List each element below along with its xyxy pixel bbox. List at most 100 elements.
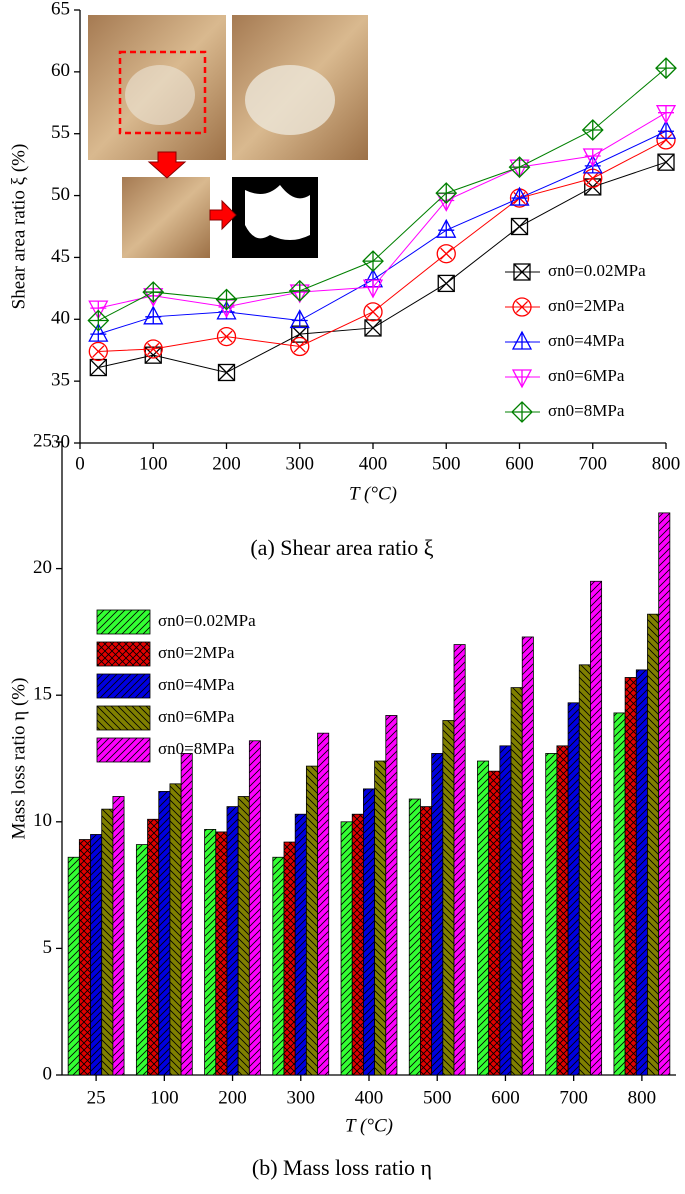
bar bbox=[363, 788, 375, 1076]
marker-part bbox=[657, 153, 675, 171]
marker bbox=[513, 263, 531, 281]
marker-part bbox=[366, 305, 380, 318]
bar bbox=[635, 669, 648, 1076]
marker-part bbox=[217, 363, 236, 382]
y-tick-label: 25 bbox=[33, 430, 52, 451]
marker-part bbox=[513, 263, 531, 281]
marker bbox=[88, 341, 108, 362]
marker-part bbox=[436, 244, 456, 264]
bar bbox=[488, 770, 501, 1076]
marker-part bbox=[89, 359, 107, 376]
marker bbox=[364, 319, 382, 337]
x-axis-label: T (°C) bbox=[349, 483, 397, 504]
marker-part bbox=[291, 310, 308, 328]
marker bbox=[435, 182, 458, 205]
x-tick-label: 800 bbox=[652, 453, 681, 474]
y-axis-label: Shear area ratio ξ (%) bbox=[8, 144, 29, 310]
bar bbox=[180, 753, 193, 1076]
bar bbox=[248, 740, 261, 1076]
marker-part bbox=[514, 332, 530, 349]
marker bbox=[144, 346, 162, 364]
bar bbox=[647, 613, 660, 1076]
marker-part bbox=[216, 289, 237, 310]
x-tick-label: 100 bbox=[150, 1087, 179, 1108]
marker bbox=[582, 148, 603, 168]
bar bbox=[67, 856, 80, 1076]
marker-part bbox=[88, 341, 108, 362]
marker-part bbox=[289, 280, 310, 301]
bar bbox=[237, 796, 250, 1076]
marker-part bbox=[144, 346, 162, 364]
marker-part bbox=[656, 58, 676, 79]
bar bbox=[112, 796, 125, 1076]
marker bbox=[511, 330, 533, 350]
bar bbox=[351, 813, 364, 1076]
marker bbox=[362, 250, 384, 273]
marker-part bbox=[513, 263, 531, 281]
x-tick-label: 600 bbox=[505, 453, 534, 474]
arrow-down bbox=[147, 151, 187, 179]
marker-part bbox=[290, 336, 310, 357]
marker-part bbox=[440, 247, 453, 260]
marker bbox=[436, 244, 456, 264]
y-tick-label: 65 bbox=[51, 0, 70, 19]
marker-part bbox=[512, 297, 532, 317]
marker-part bbox=[289, 309, 310, 329]
marker-part bbox=[436, 183, 457, 204]
bar bbox=[340, 821, 353, 1076]
y-tick-label: 45 bbox=[51, 246, 70, 267]
marker bbox=[143, 339, 163, 359]
shear-zone bbox=[245, 65, 335, 135]
x-tick-label: 400 bbox=[359, 453, 388, 474]
bar bbox=[283, 841, 296, 1076]
marker bbox=[362, 279, 384, 299]
marker bbox=[217, 363, 236, 382]
bar bbox=[147, 818, 160, 1076]
legend-swatch bbox=[96, 609, 151, 635]
crop-box bbox=[118, 50, 207, 135]
bar bbox=[385, 715, 398, 1076]
bar bbox=[374, 760, 387, 1076]
marker bbox=[289, 309, 310, 329]
marker bbox=[89, 358, 107, 377]
bar bbox=[215, 831, 228, 1076]
bar bbox=[431, 753, 444, 1076]
bar bbox=[499, 745, 512, 1076]
marker bbox=[437, 274, 455, 293]
marker bbox=[215, 288, 238, 311]
legend-label: σn0=8MPa bbox=[158, 739, 235, 758]
marker-part bbox=[363, 251, 383, 272]
bar bbox=[442, 720, 455, 1076]
x-tick-label: 500 bbox=[423, 1087, 452, 1108]
bar bbox=[567, 702, 580, 1076]
x-tick-label: 25 bbox=[87, 1087, 106, 1108]
marker-part bbox=[216, 300, 237, 320]
marker-part bbox=[510, 217, 529, 236]
legend-label: σn0=0.02MPa bbox=[158, 611, 256, 630]
marker bbox=[290, 336, 310, 357]
legend-swatch bbox=[96, 705, 151, 731]
marker bbox=[657, 153, 675, 171]
marker-part bbox=[515, 300, 529, 314]
legend-swatch bbox=[96, 641, 151, 667]
y-tick-label: 60 bbox=[51, 60, 70, 81]
marker bbox=[363, 302, 383, 322]
marker-part bbox=[364, 319, 382, 337]
x-tick-label: 600 bbox=[491, 1087, 520, 1108]
marker-part bbox=[143, 339, 163, 359]
marker-part bbox=[363, 302, 383, 322]
legend-label: σn0=4MPa bbox=[158, 675, 235, 694]
marker bbox=[288, 279, 311, 302]
marker bbox=[510, 217, 529, 236]
legend-swatch bbox=[96, 673, 151, 699]
marker-part bbox=[92, 345, 105, 358]
marker-part bbox=[220, 330, 233, 343]
bar bbox=[305, 765, 318, 1076]
bar bbox=[578, 664, 591, 1076]
marker-part bbox=[144, 346, 162, 364]
x-tick-label: 300 bbox=[287, 1087, 316, 1108]
marker bbox=[511, 369, 533, 389]
legend-swatch bbox=[96, 737, 151, 763]
marker-part bbox=[657, 153, 675, 171]
bar bbox=[294, 813, 307, 1076]
